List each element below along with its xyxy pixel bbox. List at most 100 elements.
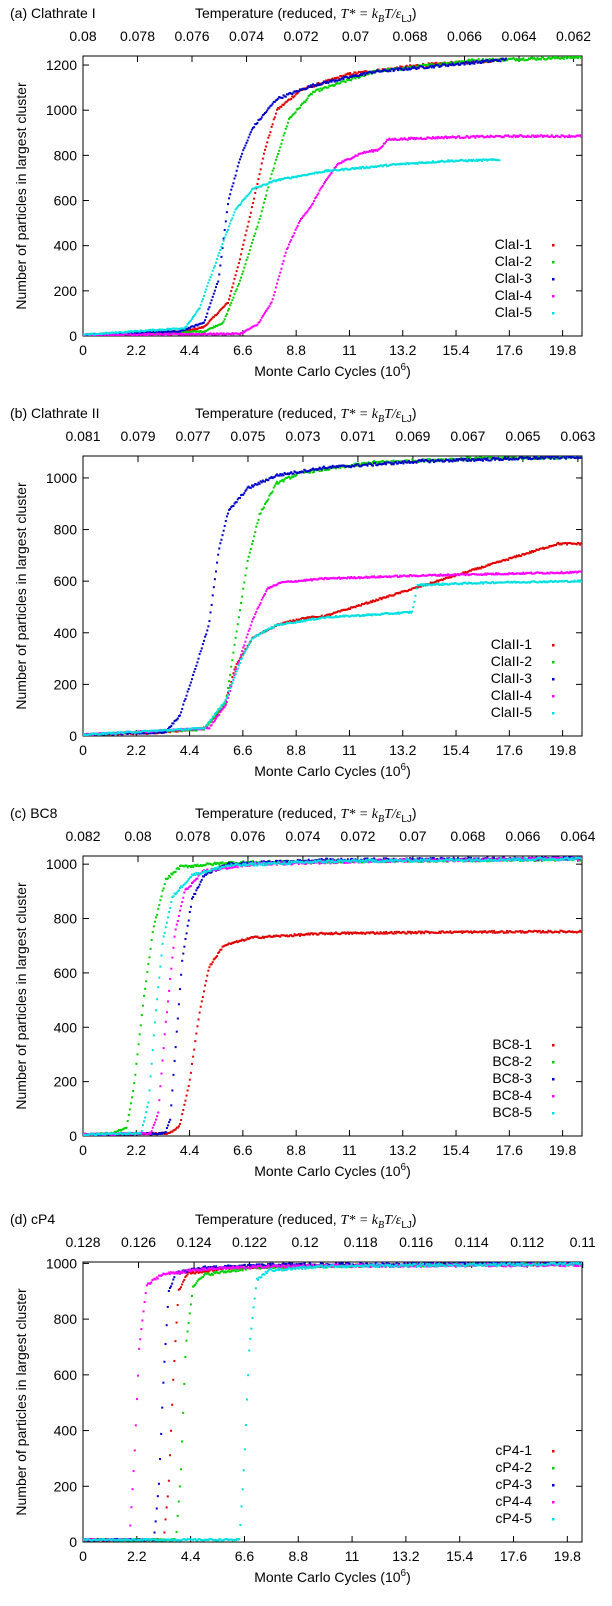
data-point <box>313 199 316 202</box>
data-point <box>216 710 219 713</box>
data-point <box>191 727 194 730</box>
data-point <box>414 460 417 463</box>
data-point <box>174 332 177 335</box>
data-point <box>230 680 233 683</box>
data-point <box>174 327 177 330</box>
data-point <box>345 931 348 934</box>
data-point <box>531 549 534 552</box>
data-point <box>145 331 148 334</box>
data-point <box>480 59 483 62</box>
data-point <box>228 690 231 693</box>
data-point <box>382 142 385 145</box>
data-point <box>230 685 233 688</box>
data-point <box>240 494 243 497</box>
data-point <box>477 61 480 64</box>
data-point <box>237 660 240 663</box>
data-point <box>344 158 347 161</box>
data-point <box>225 302 228 305</box>
plot-frame <box>82 455 583 737</box>
data-point <box>255 123 258 126</box>
data-point <box>167 1131 170 1134</box>
data-point <box>356 75 359 78</box>
data-point <box>559 136 562 139</box>
data-point <box>343 931 346 934</box>
data-point <box>515 572 518 575</box>
data-point <box>429 574 432 577</box>
data-point <box>490 135 493 138</box>
data-point <box>495 159 498 162</box>
data-point <box>169 1131 172 1134</box>
data-point <box>241 248 244 251</box>
data-point <box>564 571 567 574</box>
data-point <box>482 566 485 569</box>
data-point <box>395 163 398 166</box>
data-point <box>214 570 217 573</box>
data-point <box>234 501 237 504</box>
data-point <box>369 931 372 934</box>
data-point <box>407 67 410 70</box>
data-point <box>345 577 348 580</box>
data-point <box>240 656 243 659</box>
data-point <box>388 613 391 616</box>
data-point <box>84 333 87 336</box>
data-point <box>498 159 501 162</box>
data-point <box>181 730 184 733</box>
data-point <box>105 332 108 335</box>
data-point <box>202 321 205 324</box>
data-point <box>232 679 235 682</box>
data-point <box>466 570 469 573</box>
data-point <box>568 542 571 545</box>
data-point <box>302 215 305 218</box>
data-point <box>290 622 293 625</box>
data-point <box>121 334 124 336</box>
data-point <box>478 930 481 933</box>
data-point <box>90 332 93 335</box>
data-point <box>515 581 518 584</box>
data-point <box>506 457 509 460</box>
data-point <box>548 456 551 459</box>
data-point <box>104 331 107 334</box>
data-point <box>502 457 505 460</box>
data-point <box>318 90 321 93</box>
data-point <box>291 114 294 117</box>
data-point <box>397 575 400 578</box>
data-point <box>281 178 284 181</box>
data-point <box>440 64 443 67</box>
data-point <box>155 332 158 335</box>
data-point <box>390 594 393 597</box>
plot-frame <box>82 855 583 1137</box>
data-point <box>283 934 286 937</box>
data-point <box>462 62 465 65</box>
data-point <box>349 75 352 78</box>
data-point <box>363 461 366 464</box>
data-point <box>494 458 497 461</box>
data-point <box>341 615 344 618</box>
data-point <box>309 578 312 581</box>
data-point <box>188 1078 191 1081</box>
data-point <box>463 136 466 139</box>
data-point <box>274 112 277 115</box>
data-point <box>422 573 425 576</box>
data-point <box>528 135 531 138</box>
data-point <box>165 332 168 335</box>
data-point <box>479 930 482 933</box>
data-point <box>542 56 545 59</box>
data-point <box>380 932 383 935</box>
data-point <box>153 732 156 735</box>
data-point <box>219 709 222 712</box>
data-point <box>250 206 253 209</box>
data-point <box>576 579 579 582</box>
data-point <box>454 459 457 462</box>
data-point <box>497 58 500 61</box>
data-point <box>442 460 445 463</box>
data-point <box>519 59 522 62</box>
data-point <box>184 333 187 336</box>
data-point <box>260 316 263 319</box>
data-point <box>458 61 461 64</box>
data-point <box>267 628 270 631</box>
data-point <box>449 61 452 64</box>
data-point <box>253 187 256 190</box>
data-point <box>167 333 170 336</box>
data-point <box>434 573 437 576</box>
data-point <box>347 465 350 468</box>
